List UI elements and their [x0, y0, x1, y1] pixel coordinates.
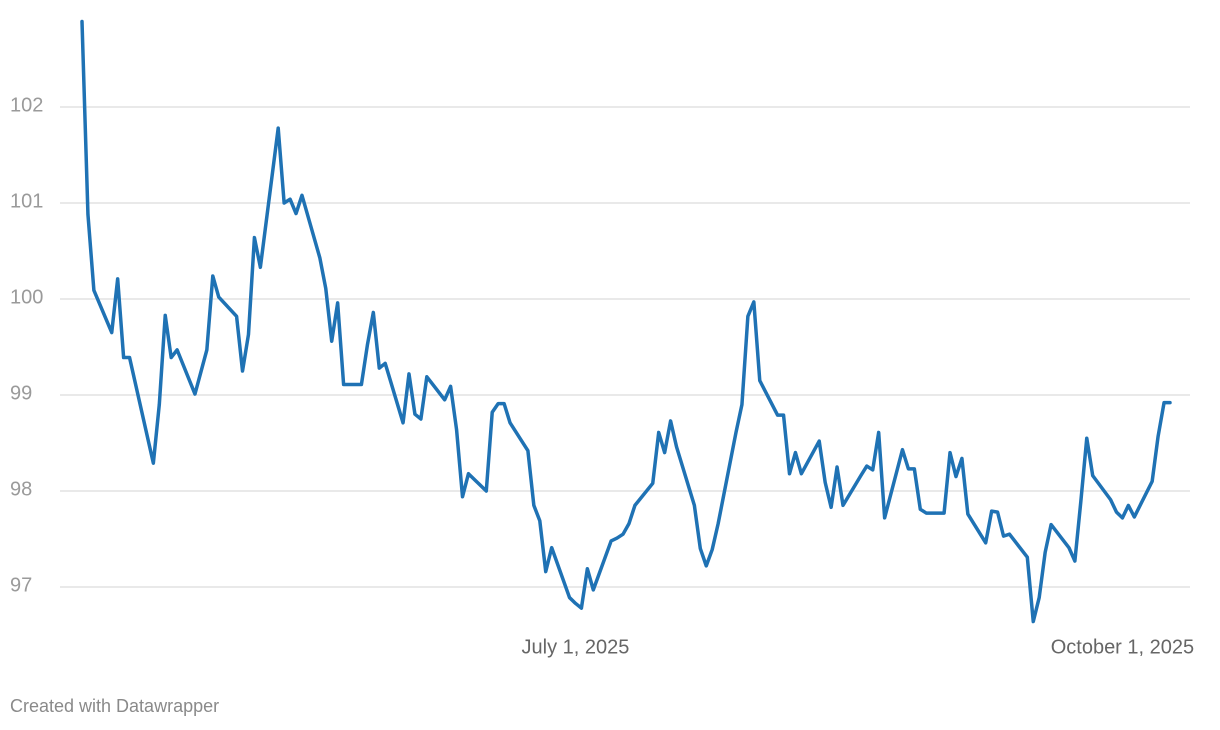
x-tick-label: October 1, 2025: [1051, 636, 1194, 658]
y-tick-label: 97: [10, 574, 32, 596]
line: [80, 19, 1172, 624]
y-tick-label: 99: [10, 382, 32, 404]
y-tick-label: 100: [10, 286, 43, 308]
y-tick-label: 102: [10, 94, 43, 116]
credit: Created with Datawrapper: [10, 696, 219, 716]
y-tick-label: 98: [10, 478, 32, 500]
y-tick-label: 101: [10, 190, 43, 212]
x-tick-label: July 1, 2025: [522, 636, 630, 658]
